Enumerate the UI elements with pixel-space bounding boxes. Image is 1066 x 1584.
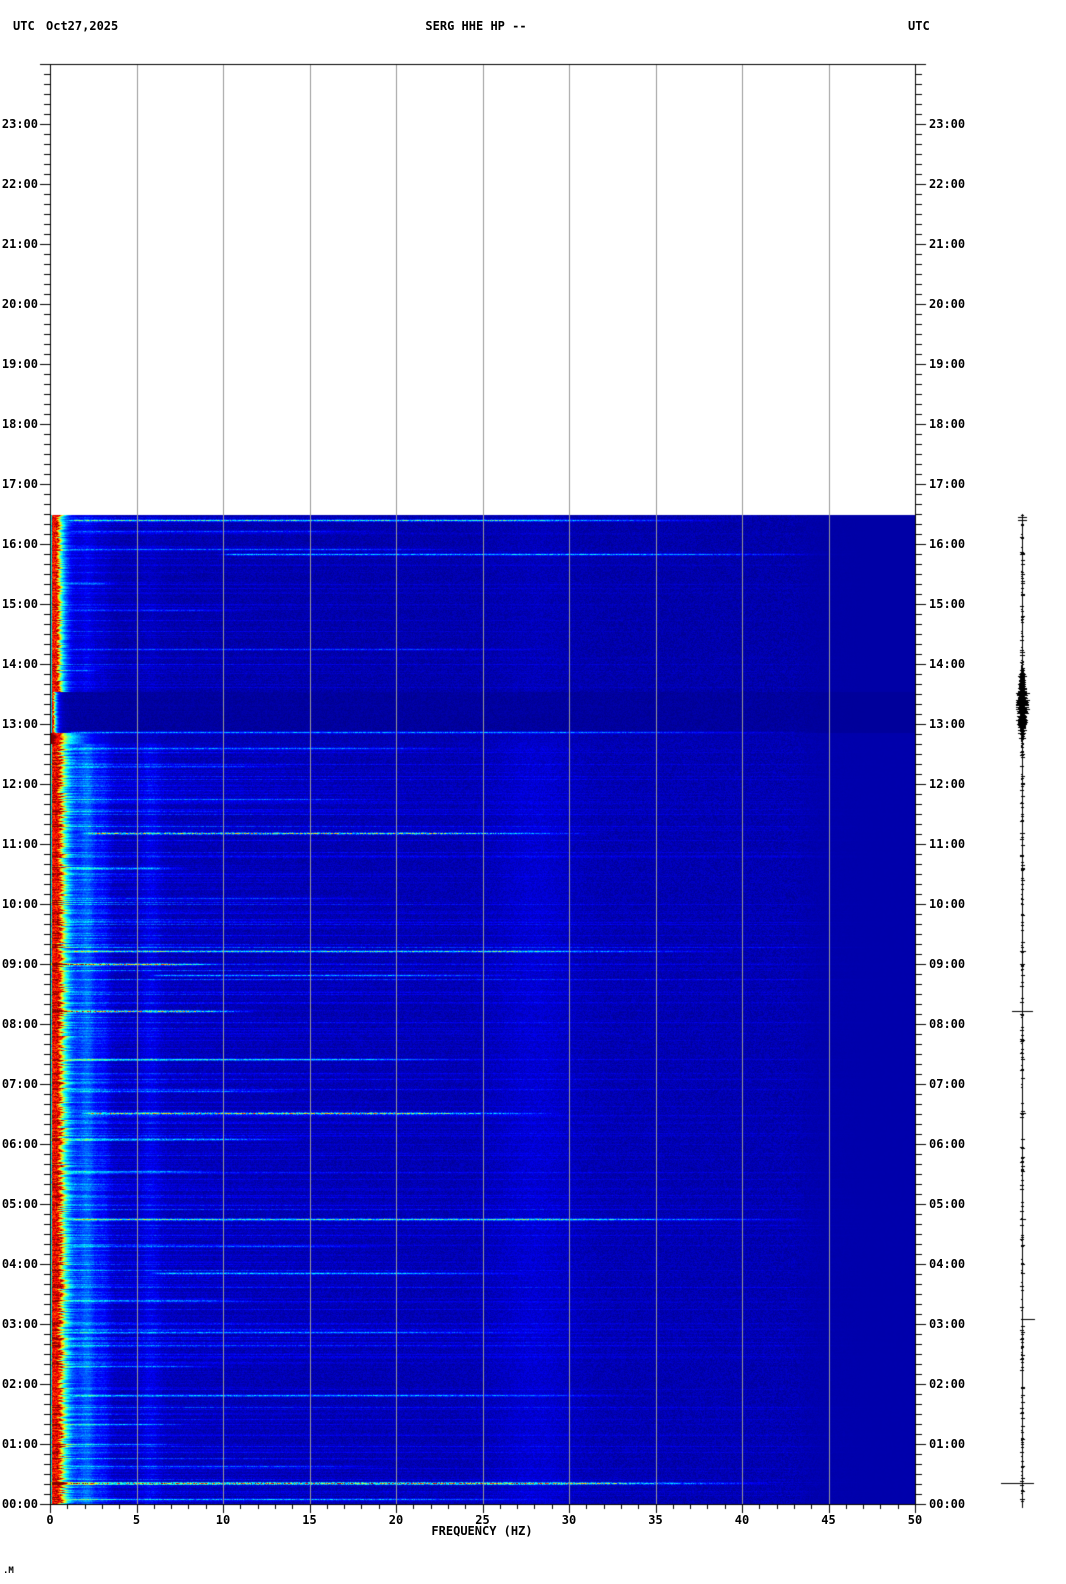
time-tick-label-right: 22:00 xyxy=(929,177,966,191)
time-tick-label-left: 07:00 xyxy=(1,1077,38,1091)
time-tick-label-right: 11:00 xyxy=(929,837,966,851)
x-axis-title: FREQUENCY (HZ) xyxy=(431,1524,533,1538)
freq-tick-label: 5 xyxy=(132,1513,141,1527)
time-tick-label-right: 08:00 xyxy=(929,1017,966,1031)
time-tick-label-right: 23:00 xyxy=(929,117,966,131)
freq-tick-label: 45 xyxy=(821,1513,836,1527)
time-tick-label-left: 14:00 xyxy=(1,657,38,671)
time-tick-label-right: 12:00 xyxy=(929,777,966,791)
time-tick-label-right: 06:00 xyxy=(929,1137,966,1151)
time-tick-label-left: 18:00 xyxy=(1,417,38,431)
time-tick-label-left: 08:00 xyxy=(1,1017,38,1031)
footer-glyph: .M xyxy=(3,1566,14,1576)
freq-tick-label: 35 xyxy=(648,1513,663,1527)
time-tick-label-right: 07:00 xyxy=(929,1077,966,1091)
freq-tick-label: 20 xyxy=(388,1513,404,1527)
time-tick-label-left: 19:00 xyxy=(1,357,38,371)
freq-tick-label: 15 xyxy=(302,1513,317,1527)
time-tick-label-right: 16:00 xyxy=(929,537,966,551)
freq-tick-label: 25 xyxy=(475,1513,490,1527)
time-tick-label-left: 17:00 xyxy=(1,477,38,491)
time-tick-label-left: 20:00 xyxy=(1,297,38,311)
time-tick-label-right: 05:00 xyxy=(929,1197,966,1211)
plot-title: SERG HHE HP -- xyxy=(425,19,527,33)
time-tick-label-left: 12:00 xyxy=(1,777,38,791)
time-tick-label-right: 17:00 xyxy=(929,477,966,491)
freq-tick-label: 10 xyxy=(215,1513,231,1527)
time-tick-label-right: 13:00 xyxy=(929,717,966,731)
time-tick-label-left: 00:00 xyxy=(1,1497,38,1511)
freq-tick-label: 30 xyxy=(561,1513,577,1527)
time-tick-label-left: 02:00 xyxy=(1,1377,38,1391)
time-tick-label-left: 01:00 xyxy=(1,1437,38,1451)
time-tick-label-right: 09:00 xyxy=(929,957,966,971)
time-tick-label-left: 03:00 xyxy=(1,1317,38,1331)
time-tick-label-right: 01:00 xyxy=(929,1437,966,1451)
time-tick-label-left: 22:00 xyxy=(1,177,38,191)
time-tick-label-left: 23:00 xyxy=(1,117,38,131)
time-tick-label-left: 06:00 xyxy=(1,1137,38,1151)
time-tick-label-right: 18:00 xyxy=(929,417,966,431)
time-tick-label-right: 00:00 xyxy=(929,1497,966,1511)
time-tick-label-left: 21:00 xyxy=(1,237,38,251)
time-tick-label-right: 10:00 xyxy=(929,897,966,911)
freq-tick-label: 40 xyxy=(734,1513,750,1527)
timezone-label-right: UTC xyxy=(908,19,930,33)
time-tick-label-left: 15:00 xyxy=(1,597,38,611)
freq-tick-label: 50 xyxy=(907,1513,923,1527)
date-label: Oct27,2025 xyxy=(46,19,119,33)
time-tick-label-right: 20:00 xyxy=(929,297,966,311)
time-tick-label-right: 14:00 xyxy=(929,657,966,671)
time-tick-label-left: 05:00 xyxy=(1,1197,38,1211)
time-tick-label-right: 04:00 xyxy=(929,1257,966,1271)
time-tick-label-left: 13:00 xyxy=(1,717,38,731)
time-tick-label-left: 10:00 xyxy=(1,897,38,911)
time-tick-label-left: 04:00 xyxy=(1,1257,38,1271)
time-tick-label-right: 21:00 xyxy=(929,237,966,251)
time-tick-label-right: 02:00 xyxy=(929,1377,966,1391)
timezone-label-left: UTC xyxy=(13,19,35,33)
time-tick-label-left: 09:00 xyxy=(1,957,38,971)
freq-tick-label: 0 xyxy=(46,1513,54,1527)
time-tick-label-right: 19:00 xyxy=(929,357,966,371)
time-tick-label-left: 16:00 xyxy=(1,537,38,551)
time-tick-label-left: 11:00 xyxy=(1,837,38,851)
time-tick-label-right: 15:00 xyxy=(929,597,966,611)
time-tick-label-right: 03:00 xyxy=(929,1317,966,1331)
